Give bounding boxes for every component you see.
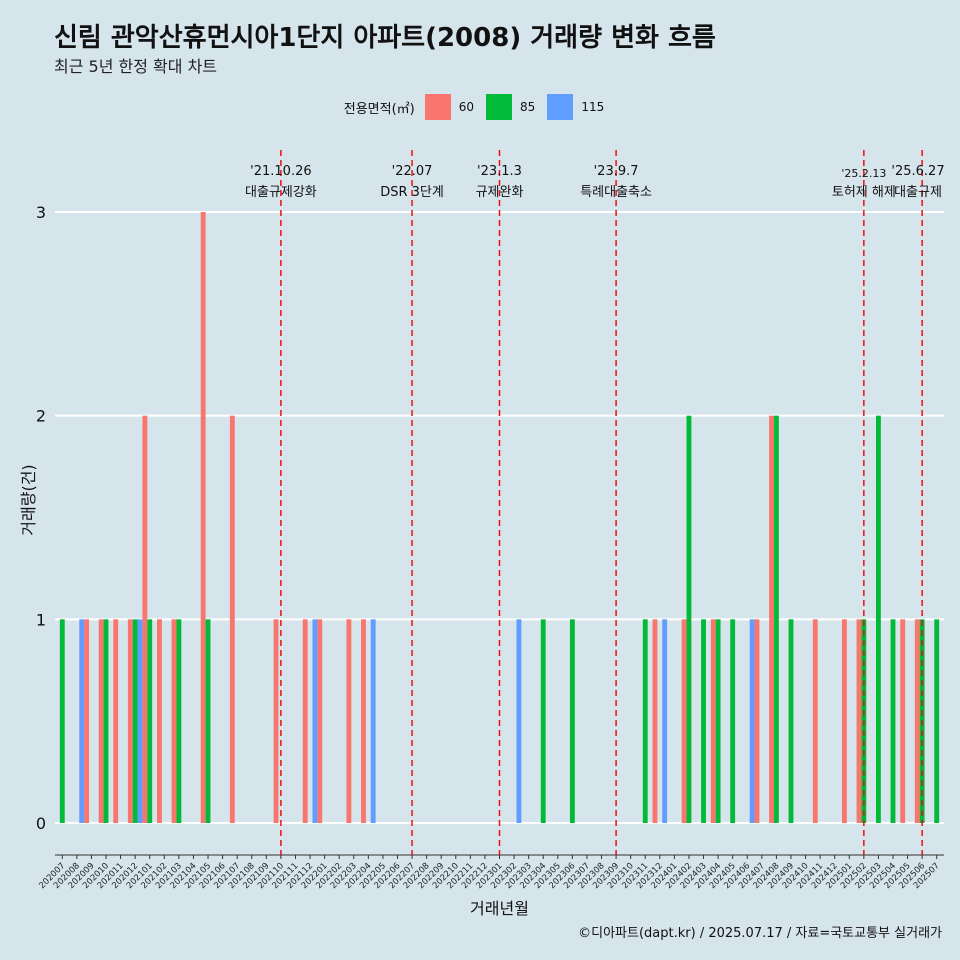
bar-60-202112	[302, 619, 308, 823]
bar-60-202102	[157, 619, 162, 823]
legend-label-115: 115	[581, 100, 605, 114]
event-date-5: '25.6.27	[891, 164, 944, 179]
bar-60-202312	[652, 619, 658, 823]
legend-item-85: 85	[486, 94, 535, 120]
bar-115-202406	[749, 619, 755, 823]
bar-60-202012	[127, 619, 133, 823]
bar-115-202302	[516, 619, 522, 823]
bar-115-202008	[79, 619, 85, 823]
y-tick-label-1: 1	[36, 610, 46, 629]
bar-60-202408	[769, 415, 774, 823]
bar-115-202012	[137, 619, 143, 823]
legend-label-60: 60	[458, 100, 475, 114]
event-date-1: '22.07	[392, 164, 433, 179]
bar-85-202504	[890, 619, 896, 823]
legend-item-60: 60	[424, 94, 475, 120]
bar-85-202010	[103, 619, 109, 823]
bar-60-202411	[812, 619, 818, 823]
y-tick-label-3: 3	[36, 203, 46, 222]
event-label-2: 규제완화	[476, 185, 524, 200]
x-axis-title: 거래년월	[470, 899, 529, 918]
bar-60-202505	[900, 619, 906, 823]
y-tick-label-0: 0	[36, 814, 46, 833]
chart-title: 신림 관악산휴먼시아1단지 아파트(2008) 거래량 변화 흐름	[54, 23, 716, 53]
source-caption: ©디아파트(dapt.kr) / 2025.07.17 / 자료=국토교통부 실…	[578, 926, 942, 941]
chart-subtitle: 최근 5년 한정 확대 차트	[54, 57, 218, 76]
bar-60-202103	[171, 619, 177, 823]
bar-60-202105	[200, 212, 206, 823]
event-date-3: '23.9.7	[594, 164, 639, 179]
bar-85-202507	[934, 619, 940, 823]
bar-85-202405	[730, 619, 736, 823]
bar-60-202107	[229, 415, 235, 823]
event-label-1: DSR 3단계	[380, 185, 444, 200]
bar-85-202103	[176, 619, 182, 823]
bar-60-202502	[856, 619, 862, 823]
event-date-0: '21.10.26	[250, 164, 311, 179]
event-date-2: '23.1.3	[477, 164, 522, 179]
legend: 전용면적(㎡) 60 85 115	[0, 93, 960, 121]
legend-swatch-85	[486, 94, 513, 120]
bar-85-202403	[701, 619, 706, 823]
bar-85-202402	[686, 415, 692, 823]
bar-60-202506	[914, 619, 920, 823]
bar-85-202304	[540, 619, 546, 823]
bar-60-202203	[346, 619, 352, 823]
bar-85-202105	[205, 619, 211, 823]
bar-85-202503	[875, 415, 881, 823]
bar-115-202312	[662, 619, 668, 823]
bar-60-202404	[710, 619, 716, 823]
bar-115-202112	[312, 619, 318, 823]
y-axis-title: 거래량(건)	[19, 464, 38, 535]
event-label-5: 대출규제	[894, 185, 942, 200]
bar-60-202501	[841, 619, 847, 823]
bar-85-202306	[569, 619, 575, 823]
legend-label-85: 85	[520, 100, 536, 114]
bar-85-202409	[788, 619, 794, 823]
legend-title: 전용면적(㎡)	[343, 101, 415, 117]
bar-115-202204	[370, 619, 376, 823]
bar-60-202101	[142, 415, 148, 823]
bar-60-202009	[84, 619, 90, 823]
bar-60-202407	[754, 619, 760, 823]
legend-swatch-115	[547, 94, 574, 120]
event-label-0: 대출규제강화	[245, 185, 317, 200]
event-label-4: 토허제 해제	[832, 185, 896, 200]
bar-85-202408	[773, 415, 779, 823]
bar-85-202012	[132, 619, 138, 823]
bar-60-202201	[317, 619, 323, 823]
bar-85-202311	[642, 619, 648, 823]
bar-60-202010	[98, 619, 104, 823]
bar-60-202011	[113, 619, 119, 823]
bar-60-202204	[361, 619, 366, 823]
bar-60-202110	[273, 619, 279, 823]
legend-swatch-60	[424, 94, 451, 120]
bar-85-202101	[147, 619, 153, 823]
event-date-4: '25.2.13	[841, 167, 886, 180]
bar-85-202007	[59, 619, 65, 823]
y-tick-label-2: 2	[36, 407, 46, 426]
bar-60-202402	[681, 619, 687, 823]
bar-85-202404	[715, 619, 721, 823]
legend-item-115: 115	[547, 94, 604, 120]
event-label-3: 특례대출축소	[580, 185, 652, 200]
